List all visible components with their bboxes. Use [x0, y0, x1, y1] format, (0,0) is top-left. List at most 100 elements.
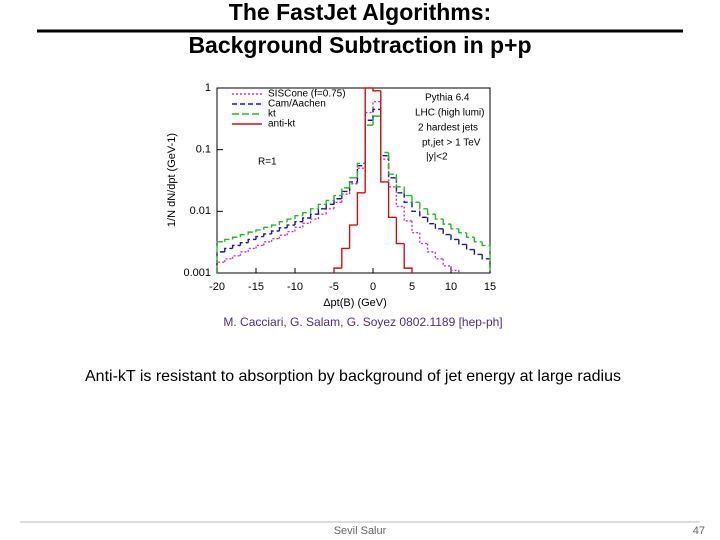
histogram-step	[356, 192, 366, 226]
y-axis-label: 1/N dN/dpt (GeV-1)	[166, 133, 178, 227]
histogram-step	[341, 247, 350, 269]
citation: M. Cacciari, G. Salam, G. Soyez 0802.118…	[223, 315, 502, 329]
histogram-step	[302, 222, 311, 228]
histogram-step	[278, 227, 288, 231]
histogram-step	[426, 217, 436, 225]
histogram-step	[333, 194, 342, 201]
histogram-step	[255, 235, 264, 240]
histogram-step	[395, 217, 405, 245]
histogram-step	[224, 247, 233, 252]
legend-label: anti-kt	[268, 119, 295, 130]
histogram-step	[434, 223, 444, 230]
histogram-step	[380, 90, 389, 183]
x-axis-label: Δpt(B) (GeV)	[323, 297, 387, 309]
histogram-step	[255, 229, 264, 233]
histogram-step	[317, 203, 327, 209]
histogram-step	[442, 258, 451, 267]
histogram-step	[419, 202, 428, 210]
histogram-step	[263, 233, 272, 237]
y-tick-label: 0.001	[183, 267, 211, 279]
histogram-step	[333, 198, 342, 205]
histogram-step	[231, 236, 241, 240]
histogram-step	[216, 261, 225, 273]
histogram-step	[465, 244, 475, 251]
histogram-step	[278, 234, 288, 239]
histogram-step	[419, 211, 428, 219]
histogram-step	[239, 251, 249, 256]
histogram-step	[364, 111, 373, 169]
histogram-step	[450, 234, 459, 241]
x-tick-label: -15	[248, 281, 264, 293]
histogram-step	[231, 244, 241, 249]
histogram-step	[309, 218, 319, 224]
histogram-step	[333, 201, 342, 209]
histogram-step	[247, 238, 256, 243]
histogram-step	[294, 220, 303, 226]
histogram-step	[380, 116, 389, 154]
histogram-step	[395, 186, 405, 208]
histogram-step	[348, 224, 358, 249]
histogram-step	[263, 241, 272, 246]
histogram-step	[309, 213, 319, 218]
legend-label: kt	[268, 109, 276, 120]
chart: -20 -15 -10 -5 0 5 10 15 1 0.1 0.01 0.001 Δpt(B) (Ge…	[166, 82, 496, 309]
histogram-step	[356, 162, 366, 178]
y-tick-label: 0.1	[196, 144, 211, 156]
histogram-step	[450, 265, 460, 273]
histogram-step	[411, 202, 420, 213]
histogram-step	[450, 224, 459, 230]
histogram-step	[434, 251, 444, 260]
histogram-step	[216, 251, 225, 273]
histogram-step	[387, 159, 397, 188]
histogram-step	[247, 231, 256, 235]
x-tick-label: -10	[287, 281, 303, 293]
histogram-step	[403, 186, 412, 197]
histogram-step	[286, 224, 295, 228]
histogram-step	[403, 243, 413, 273]
histogram-step	[411, 195, 420, 204]
histogram-step	[309, 208, 319, 213]
histogram-step	[481, 241, 491, 273]
legend-label: Cam/Aachen	[268, 99, 326, 110]
histogram-step	[364, 87, 373, 193]
footer-author: Sevil Salur	[334, 525, 387, 537]
histogram-step	[224, 258, 233, 263]
histogram-step	[294, 214, 303, 220]
histogram-step	[333, 267, 342, 273]
histogram-step	[481, 254, 491, 273]
histogram-step	[458, 228, 467, 234]
histogram-step	[302, 212, 311, 216]
histogram-step	[263, 226, 272, 230]
histogram-step	[294, 226, 303, 232]
histogram-step	[364, 119, 373, 166]
histogram-step	[341, 193, 350, 203]
histogram-step	[286, 230, 295, 236]
y-tick-label: 0.01	[190, 205, 211, 217]
histogram-step	[411, 220, 420, 234]
histogram-step	[278, 220, 288, 226]
histogram-step	[270, 230, 280, 234]
annotation: R=1	[258, 157, 277, 168]
histogram-step	[403, 206, 412, 222]
slide-title: The FastJet Algorithms:	[229, 0, 491, 25]
histogram-step	[286, 218, 295, 222]
histogram-step	[348, 177, 358, 188]
histogram-step	[458, 239, 467, 246]
x-tick-label: 5	[409, 281, 415, 293]
x-tick-label: 10	[445, 281, 457, 293]
histogram-step	[341, 187, 350, 196]
histogram-step	[473, 237, 483, 243]
x-tick-label: 15	[484, 281, 496, 293]
histogram-step	[270, 237, 280, 242]
histogram-step	[372, 115, 381, 126]
histogram-step	[348, 183, 358, 195]
histogram-step	[239, 233, 249, 238]
histogram-step	[372, 88, 381, 92]
histogram-step	[255, 244, 264, 249]
histogram-step	[380, 109, 389, 157]
histogram-step	[231, 255, 241, 259]
histogram-step	[426, 243, 436, 253]
histogram-step	[419, 232, 428, 245]
histogram-step	[356, 167, 366, 184]
